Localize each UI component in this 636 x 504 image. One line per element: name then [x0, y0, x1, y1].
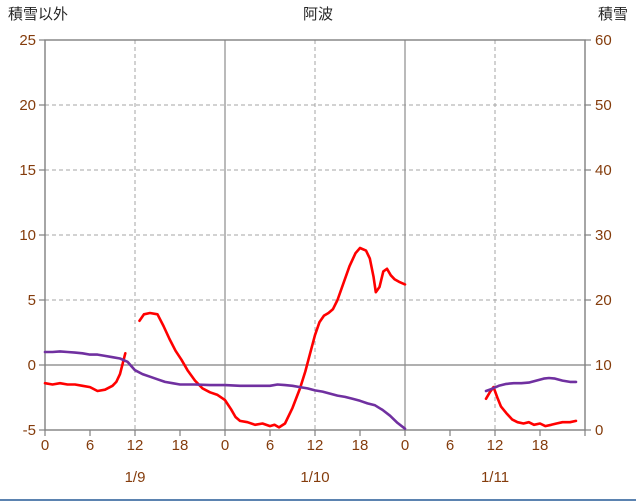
date-label: 1/11: [481, 469, 509, 486]
hour-tick-label: 18: [172, 437, 189, 454]
non-snow-line: [43, 351, 127, 393]
hour-tick-label: 18: [352, 437, 369, 454]
hour-tick-label: 0: [221, 437, 229, 454]
left-axis-title: 積雪以外: [8, 6, 69, 23]
hour-tick-label: 6: [446, 437, 454, 454]
hour-tick-label: 12: [307, 437, 324, 454]
left-axis-tick-label: 10: [19, 227, 36, 244]
right-axis-title: 積雪: [597, 6, 628, 23]
left-axis-tick-label: 25: [19, 32, 36, 49]
hour-tick-label: 12: [487, 437, 504, 454]
hour-tick-label: 12: [127, 437, 144, 454]
left-axis-tick-label: -5: [23, 422, 36, 439]
left-axis-tick-label: 20: [19, 97, 36, 114]
date-label: 1/9: [125, 469, 146, 486]
hour-tick-label: 0: [401, 437, 409, 454]
right-axis-tick-label: 40: [595, 162, 612, 179]
left-axis-tick-label: 0: [28, 357, 36, 374]
hour-tick-label: 6: [86, 437, 94, 454]
right-axis-tick-label: 60: [595, 32, 612, 49]
non-snow-line: [138, 246, 407, 429]
hour-tick-label: 6: [266, 437, 274, 454]
right-axis-tick-label: 50: [595, 97, 612, 114]
non-snow-line: [484, 385, 578, 428]
hour-tick-label: 0: [41, 437, 49, 454]
window-bottom-edge: [0, 499, 636, 501]
snow-depth-line: [43, 350, 407, 431]
right-axis-tick-label: 10: [595, 357, 612, 374]
left-axis-tick-label: 5: [28, 292, 36, 309]
hour-tick-label: 18: [532, 437, 549, 454]
snow-depth-line: [484, 376, 578, 393]
right-axis-tick-label: 20: [595, 292, 612, 309]
right-axis-tick-label: 30: [595, 227, 612, 244]
chart-title: 阿波: [302, 6, 334, 23]
chart-header: 積雪以外 阿波 積雪: [0, 4, 636, 26]
date-label: 1/10: [300, 469, 329, 486]
right-axis-tick-label: 0: [595, 422, 603, 439]
left-axis-tick-label: 15: [19, 162, 36, 179]
